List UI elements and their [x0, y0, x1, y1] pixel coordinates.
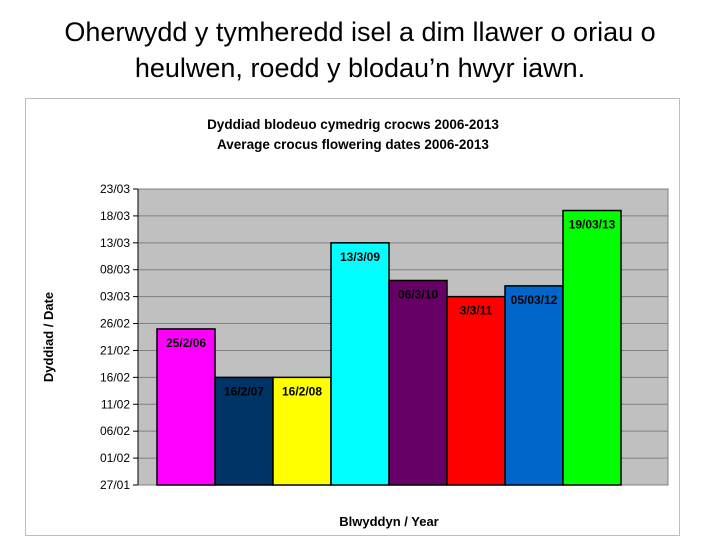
slide-heading-line-2: heulwen, roedd y blodau’n hwyr iawn. — [134, 53, 586, 83]
chart-title-line-2: Average crocus flowering dates 2006-2013 — [217, 137, 489, 152]
bar-3 — [330, 242, 390, 486]
bar-7 — [562, 209, 622, 486]
y-axis-ticks: 27/01 01/02 06/02 11/02 16/02 21/02 26/02 03/03… — [100, 182, 139, 492]
bar-label-1: 16/2/07 — [224, 384, 264, 398]
bar-label-3: 13/3/09 — [340, 250, 380, 264]
crocus-flowering-chart: Dyddiad blodeuo cymedrig crocws 2006-201… — [41, 117, 669, 529]
bar-2 — [272, 376, 332, 486]
bar-label-6: 05/03/12 — [511, 293, 558, 307]
y-tick-label: 21/02 — [100, 343, 130, 357]
bar-1 — [214, 376, 274, 486]
bar-label-4: 06/3/10 — [398, 287, 438, 301]
bar-label-0: 25/2/06 — [166, 336, 206, 350]
y-tick-label: 26/02 — [100, 317, 130, 331]
slide-heading: Oherwydd y tymheredd isel a dim llawer o… — [0, 14, 720, 86]
bar-labels: 25/2/06 16/2/07 16/2/08 13/3/09 06/3/10 3/3/1… — [166, 218, 616, 399]
bar-0 — [156, 328, 216, 486]
bar-4 — [388, 279, 448, 486]
y-tick-label: 01/02 — [100, 451, 130, 465]
y-tick-label: 27/01 — [100, 478, 130, 492]
bar-label-5: 3/3/11 — [460, 304, 493, 318]
y-tick-label: 11/02 — [101, 397, 130, 411]
y-tick-label: 23/03 — [100, 182, 130, 196]
slide-heading-line-1: Oherwydd y tymheredd isel a dim llawer o… — [64, 17, 656, 47]
chart-title-line-1: Dyddiad blodeuo cymedrig crocws 2006-201… — [207, 117, 499, 132]
x-axis-label: Blwyddyn / Year — [339, 514, 438, 529]
bar-5 — [446, 295, 506, 486]
y-axis-label: Dyddiad / Date — [41, 292, 56, 382]
bar-6 — [504, 285, 564, 486]
bar-label-2: 16/2/08 — [282, 384, 322, 398]
y-tick-label: 08/03 — [100, 263, 130, 277]
bars — [156, 209, 622, 486]
y-tick-label: 18/03 — [100, 209, 130, 223]
y-tick-label: 06/02 — [100, 424, 130, 438]
chart-frame: Dyddiad blodeuo cymedrig crocws 2006-201… — [25, 98, 680, 536]
y-tick-label: 16/02 — [100, 370, 130, 384]
y-tick-label: 03/03 — [100, 290, 130, 304]
y-tick-label: 13/03 — [100, 236, 130, 250]
bar-label-7: 19/03/13 — [569, 218, 616, 232]
